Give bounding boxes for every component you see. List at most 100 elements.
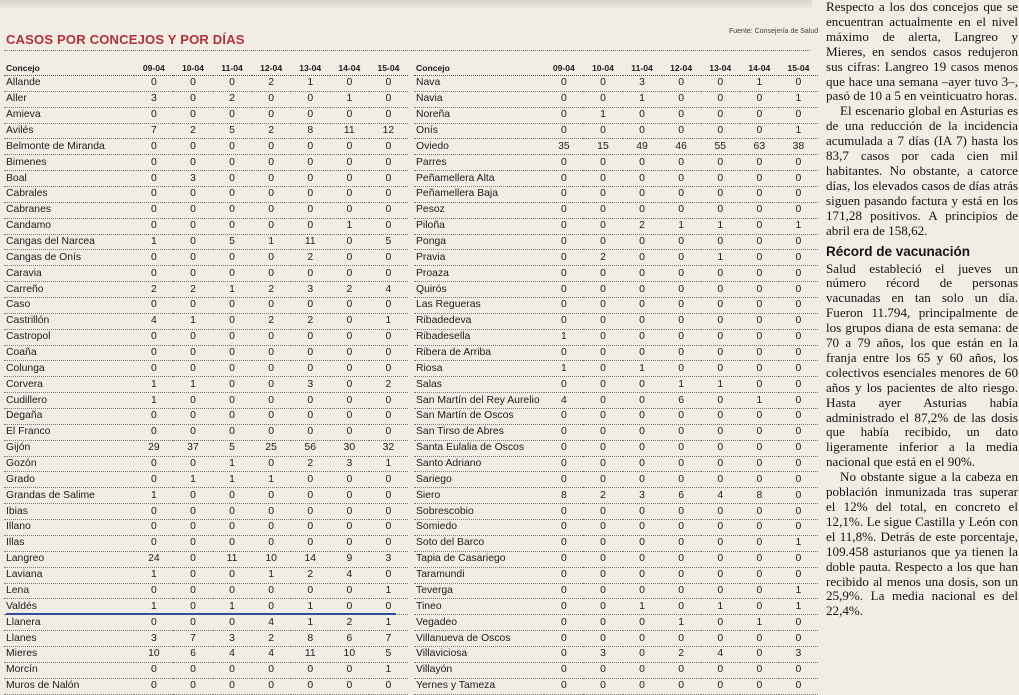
case-count: 12 [368, 123, 408, 140]
case-count: 0 [329, 471, 369, 489]
case-count: 0 [700, 75, 740, 92]
case-count: 0 [173, 678, 213, 695]
case-count: 0 [739, 249, 779, 267]
concejo-name: Degaña [4, 408, 135, 425]
case-count: 10 [251, 551, 291, 568]
case-count: 0 [290, 424, 330, 441]
case-count: 0 [173, 202, 213, 219]
case-count: 0 [173, 297, 213, 314]
case-count: 0 [290, 487, 330, 505]
case-count: 0 [544, 503, 584, 521]
case-count: 10 [134, 646, 174, 663]
concejo-name: Coaña [4, 345, 135, 362]
case-count: 0 [251, 107, 291, 124]
concejo-name: El Franco [4, 424, 135, 441]
concejo-name: Illano [4, 519, 135, 536]
case-count: 0 [212, 186, 252, 203]
case-count: 0 [212, 249, 252, 267]
case-count: 0 [368, 107, 408, 124]
case-count: 0 [212, 503, 252, 521]
table-row: Caso 0 0 0 0 0 0 0 [4, 297, 408, 314]
case-count: 0 [778, 329, 818, 346]
case-count: 0 [661, 297, 701, 314]
case-count: 0 [329, 424, 369, 441]
case-count: 5 [212, 234, 252, 251]
case-count: 0 [544, 535, 584, 552]
table-row: Degaña 0 0 0 0 0 0 0 [4, 408, 408, 425]
case-count: 1 [778, 583, 818, 600]
case-count: 0 [622, 646, 662, 663]
case-count: 0 [368, 75, 408, 92]
table-row: Teverga 0 0 0 0 0 0 1 [414, 583, 818, 600]
case-count: 0 [544, 471, 584, 489]
case-count: 1 [290, 614, 330, 632]
case-count: 0 [134, 154, 174, 172]
case-count: 0 [329, 487, 369, 505]
header-day: 15-04 [368, 60, 408, 76]
case-count: 0 [700, 567, 740, 584]
case-count: 1 [134, 234, 174, 251]
concejo-name: Villanueva de Oscos [414, 630, 545, 647]
header-day: 13-04 [290, 60, 330, 76]
case-count: 0 [134, 202, 174, 219]
case-count: 0 [212, 519, 252, 536]
case-count: 0 [661, 519, 701, 536]
article-paragraph: Salud estableció el jueves un número réc… [826, 260, 1018, 470]
case-count: 1 [134, 392, 174, 410]
case-count: 0 [583, 614, 623, 632]
case-count: 1 [368, 313, 408, 330]
case-count: 0 [134, 503, 174, 521]
concejo-name: Amieva [4, 107, 135, 124]
case-count: 0 [212, 297, 252, 314]
table-row: Sobrescobio 0 0 0 0 0 0 0 [414, 503, 818, 521]
case-count: 0 [544, 583, 584, 600]
case-count: 0 [173, 234, 213, 251]
table-row: Sariego 0 0 0 0 0 0 0 [414, 471, 818, 489]
case-count: 11 [290, 234, 330, 251]
case-count: 0 [583, 329, 623, 346]
case-count: 0 [251, 91, 291, 108]
case-count: 0 [583, 376, 623, 394]
table-row: Villaviciosa 0 3 0 2 4 0 3 [414, 646, 818, 663]
concejo-name: Ribadesella [414, 329, 545, 346]
case-count: 0 [134, 329, 174, 346]
case-count: 0 [778, 297, 818, 314]
concejo-name: Cabrales [4, 186, 135, 203]
case-count: 4 [134, 313, 174, 330]
case-count: 6 [329, 630, 369, 647]
concejo-name: Sobrescobio [414, 503, 545, 521]
case-count: 0 [778, 281, 818, 299]
case-count: 0 [544, 107, 584, 124]
case-count: 0 [661, 202, 701, 219]
case-count: 0 [739, 662, 779, 679]
case-count: 0 [251, 297, 291, 314]
table-row: San Martín del Rey Aurelio 4 0 0 6 0 1 0 [414, 392, 818, 410]
concejo-name: Vegadeo [414, 614, 545, 632]
case-count: 55 [700, 138, 740, 156]
case-count: 0 [544, 408, 584, 425]
case-count: 0 [622, 551, 662, 568]
case-count: 0 [134, 471, 174, 489]
case-count: 0 [368, 170, 408, 188]
case-count: 0 [739, 123, 779, 140]
case-count: 0 [661, 170, 701, 188]
table-row: Proaza 0 0 0 0 0 0 0 [414, 265, 818, 283]
case-count: 0 [622, 519, 662, 536]
case-count: 0 [251, 360, 291, 378]
table-row: Ibias 0 0 0 0 0 0 0 [4, 503, 408, 521]
case-count: 0 [544, 456, 584, 473]
case-count: 0 [173, 107, 213, 124]
case-count: 0 [368, 503, 408, 521]
table-row: San Martín de Oscos 0 0 0 0 0 0 0 [414, 408, 818, 425]
case-count: 0 [290, 202, 330, 219]
case-count: 0 [134, 138, 174, 156]
case-count: 2 [173, 123, 213, 140]
case-count: 0 [778, 440, 818, 457]
table-row: Riosa 1 0 1 0 0 0 0 [414, 360, 818, 378]
case-count: 0 [778, 234, 818, 251]
concejo-name: Candamo [4, 218, 135, 235]
case-count: 0 [583, 535, 623, 552]
case-count: 0 [212, 202, 252, 219]
case-count: 3 [329, 456, 369, 473]
case-count: 0 [622, 392, 662, 410]
